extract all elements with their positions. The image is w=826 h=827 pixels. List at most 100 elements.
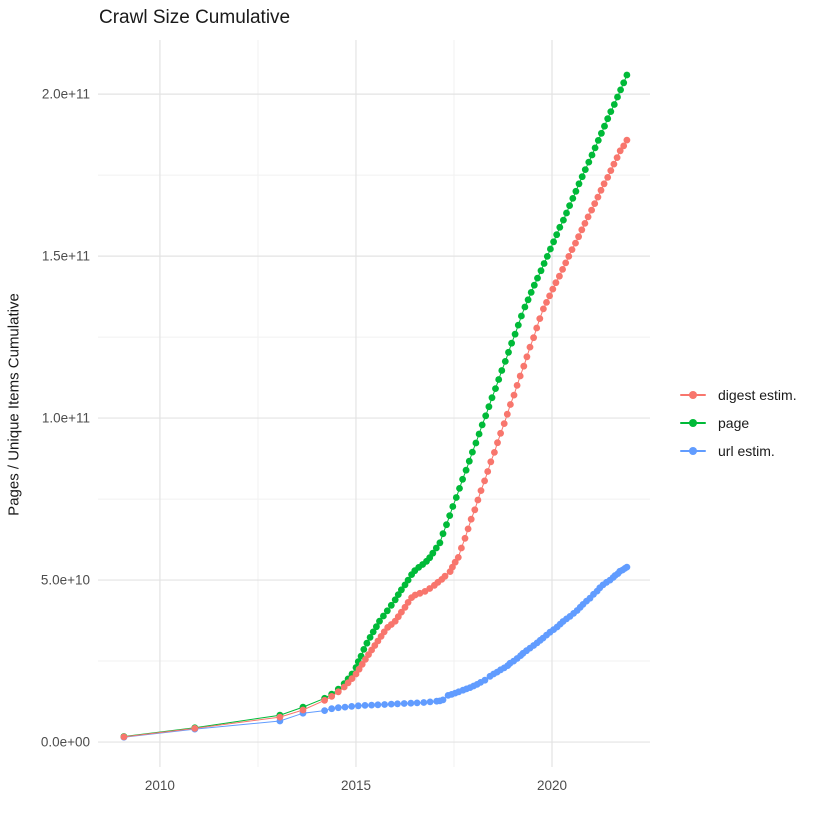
data-point [594,137,602,144]
data-point [526,343,534,351]
data-point [299,706,307,714]
data-point [360,646,368,653]
data-point [559,266,566,273]
data-point [467,515,475,523]
data-point [352,670,360,678]
data-point [575,233,582,241]
data-point [614,93,621,101]
x-tick-label: 2015 [341,778,371,793]
data-point [591,200,599,208]
data-point [458,544,465,552]
data-point [494,439,501,447]
data-point [610,101,618,108]
series-digest-estim [120,136,631,741]
data-point [454,554,462,561]
data-point [578,226,586,234]
data-point [462,466,470,474]
data-point [328,693,336,700]
data-point [530,334,537,342]
data-point [120,733,128,741]
data-point [368,701,375,709]
data-point [495,376,503,383]
data-point [604,174,612,181]
data-point [485,403,493,411]
data-point [420,699,428,706]
data-point [374,701,382,709]
data-point [416,589,424,597]
data-point [369,628,377,636]
data-point [604,115,612,123]
data-point [376,617,383,625]
data-point [552,279,560,287]
data-point [514,321,522,329]
data-point [562,259,570,267]
data-point [520,362,528,370]
legend-label: digest estim. [718,387,797,403]
data-point [537,267,545,275]
legend-item-digest-estim: digest estim. [680,381,797,409]
data-point [540,305,547,313]
data-point [404,576,412,584]
data-point [451,558,459,566]
data-point [516,372,524,380]
data-point [505,348,512,356]
data-point [563,209,570,217]
data-point [481,477,488,485]
data-point [380,612,387,620]
legend-key-icon [680,416,706,430]
x-tick-label: 2020 [537,778,567,793]
data-point [594,193,602,201]
data-point [546,292,553,300]
data-point [472,439,480,447]
data-point [569,195,577,202]
data-point [362,656,369,663]
data-point [568,246,576,254]
data-point [588,206,595,214]
data-point [540,260,548,267]
data-point [543,253,551,260]
x-tick-label: 2010 [145,778,175,793]
data-point [401,581,409,589]
data-point [613,154,621,162]
data-point [439,530,447,538]
data-point [482,412,490,420]
data-point [361,702,369,709]
data-point [510,391,518,399]
y-tick-label: 0.0e+00 [41,735,90,750]
data-point [461,534,469,542]
data-point [358,660,366,668]
data-point [401,603,409,611]
data-point [575,180,583,188]
data-point [617,86,624,94]
data-point [607,167,615,175]
data-point [391,596,399,604]
data-point [507,401,514,408]
data-point [527,289,535,296]
data-point [523,353,531,361]
data-point [474,496,482,504]
data-point [334,688,342,696]
y-tick-label: 2.0e+11 [42,87,90,102]
data-point [459,475,466,483]
data-point [404,599,412,606]
data-point [566,202,573,210]
data-point [503,410,511,418]
data-point [578,173,586,181]
data-point [598,129,605,137]
data-point [498,367,506,374]
data-point [439,696,447,704]
data-point [355,665,363,673]
data-point [471,506,479,514]
data-point [432,544,440,552]
data-point [588,151,596,159]
minor-gridlines [98,40,650,767]
data-point [560,216,567,224]
data-point [481,676,489,684]
data-point [488,394,496,402]
data-point [484,468,492,475]
data-point [381,701,388,708]
data-point [581,220,589,227]
data-point [398,608,405,616]
data-point [464,525,472,533]
data-point [452,494,460,501]
